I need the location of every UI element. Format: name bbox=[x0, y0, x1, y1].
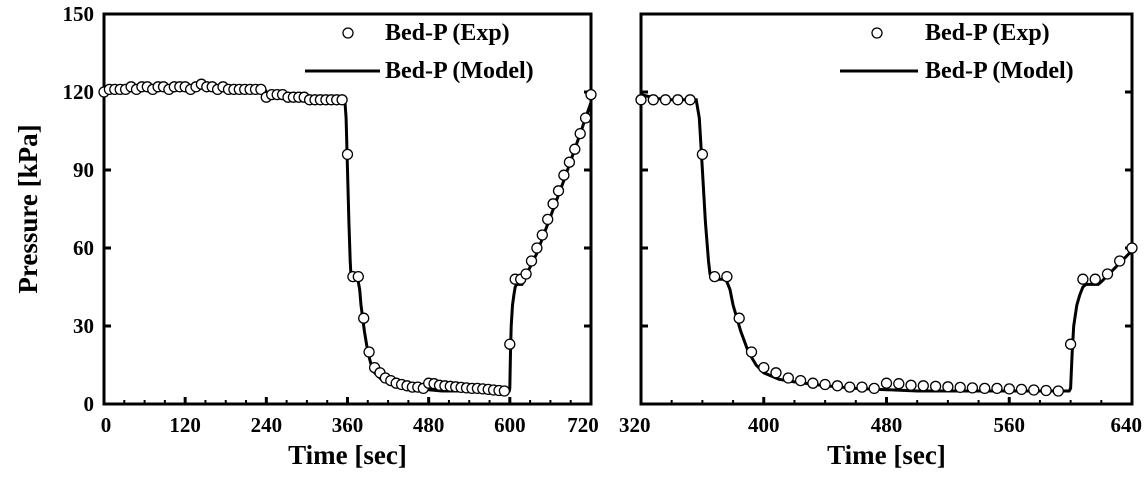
x-tick-label: 120 bbox=[169, 413, 201, 437]
y-tick-label: 120 bbox=[63, 80, 95, 104]
legend-exp-label: Bed-P (Exp) bbox=[925, 20, 1050, 46]
exp-point bbox=[563, 156, 576, 168]
exp-point bbox=[1064, 338, 1077, 350]
exp-point bbox=[352, 270, 364, 283]
exp-point bbox=[942, 381, 954, 393]
exp-point bbox=[1028, 384, 1040, 396]
exp-point bbox=[536, 229, 548, 241]
x-tick-label: 600 bbox=[494, 413, 526, 437]
exp-point bbox=[574, 127, 586, 140]
x-tick-label: 480 bbox=[871, 413, 903, 437]
exp-point bbox=[794, 374, 807, 387]
exp-point bbox=[585, 88, 597, 101]
exp-point bbox=[782, 372, 794, 384]
exp-point bbox=[807, 377, 819, 389]
exp-point bbox=[635, 94, 647, 106]
exp-point bbox=[1089, 273, 1101, 285]
exp-point bbox=[831, 380, 844, 392]
x-tick-label: 640 bbox=[1111, 413, 1143, 437]
exp-point bbox=[1077, 273, 1089, 285]
exp-point bbox=[363, 346, 375, 358]
exp-point bbox=[336, 94, 348, 106]
exp-point bbox=[819, 378, 831, 391]
x-tick-label: 560 bbox=[994, 413, 1026, 437]
x-tick-label: 480 bbox=[413, 413, 445, 437]
exp-point bbox=[579, 112, 592, 124]
exp-point bbox=[979, 382, 991, 395]
exp-point bbox=[966, 382, 979, 394]
right-chart-panel: 320 400 480 560 640 Time [sec] Bed-P (Exp) Bed-… bbox=[619, 12, 1143, 470]
exp-point bbox=[504, 338, 516, 350]
exp-point bbox=[721, 270, 733, 283]
exp-point bbox=[954, 381, 966, 394]
exp-point bbox=[844, 381, 856, 393]
exp-point bbox=[868, 382, 880, 395]
x-tick-label: 720 bbox=[567, 413, 599, 437]
x-tick-label: 240 bbox=[251, 413, 283, 437]
legend-exp-label: Bed-P (Exp) bbox=[385, 20, 510, 46]
exp-point bbox=[672, 94, 684, 106]
exp-point bbox=[520, 268, 532, 280]
exp-point bbox=[255, 83, 267, 96]
exp-point bbox=[1052, 385, 1064, 397]
exp-point bbox=[917, 380, 929, 392]
exp-point bbox=[733, 312, 745, 324]
y-tick-label: 150 bbox=[63, 2, 95, 26]
exp-point bbox=[659, 94, 672, 106]
exp-point bbox=[547, 198, 559, 210]
exp-point bbox=[770, 367, 782, 379]
exp-point bbox=[647, 94, 659, 106]
exp-point bbox=[1114, 255, 1126, 267]
legend-exp-marker bbox=[342, 27, 354, 39]
model-line bbox=[641, 93, 1134, 393]
exp-point bbox=[880, 377, 893, 389]
exp-point bbox=[696, 148, 709, 161]
x-tick-label: 360 bbox=[332, 413, 364, 437]
exp-point bbox=[856, 381, 868, 393]
x-axis-title: Time [sec] bbox=[827, 440, 946, 470]
model-line bbox=[104, 85, 593, 393]
x-axis-title: Time [sec] bbox=[288, 440, 407, 470]
exp-point bbox=[558, 169, 570, 181]
exp-point bbox=[905, 379, 917, 391]
x-tick-label: 320 bbox=[619, 413, 651, 437]
exp-point bbox=[893, 378, 905, 390]
exp-point bbox=[531, 242, 543, 254]
legend-model-label: Bed-P (Model) bbox=[925, 58, 1074, 84]
exp-point bbox=[745, 346, 758, 358]
y-tick-label: 30 bbox=[73, 314, 94, 338]
y-axis-title: Pressure [kPa] bbox=[13, 124, 43, 293]
legend-model-label: Bed-P (Model) bbox=[385, 58, 534, 84]
exp-point bbox=[525, 255, 538, 267]
exp-point bbox=[552, 185, 565, 197]
exp-point bbox=[929, 380, 942, 392]
exp-point bbox=[684, 94, 696, 106]
y-tick-label: 90 bbox=[73, 158, 94, 182]
exp-point bbox=[991, 382, 1003, 395]
exp-point bbox=[358, 312, 370, 324]
exp-point bbox=[1126, 242, 1138, 254]
x-tick-label: 0 bbox=[101, 413, 112, 437]
exp-point bbox=[1040, 384, 1052, 397]
y-tick-label: 0 bbox=[84, 392, 95, 416]
exp-point bbox=[341, 148, 354, 161]
exp-point bbox=[1015, 383, 1028, 396]
exp-point bbox=[1101, 268, 1114, 280]
exp-point bbox=[708, 270, 721, 283]
exp-point bbox=[569, 143, 581, 155]
exp-point bbox=[542, 213, 554, 226]
exp-point bbox=[758, 361, 770, 374]
y-tick-label: 60 bbox=[73, 236, 94, 260]
exp-point bbox=[498, 385, 511, 397]
legend-exp-marker bbox=[871, 27, 883, 39]
x-tick-label: 400 bbox=[748, 413, 780, 437]
exp-point bbox=[1003, 383, 1015, 395]
left-chart-panel: 0 120 240 360 480 600 720 0 30 60 90 120 150 Time [se… bbox=[13, 2, 599, 470]
